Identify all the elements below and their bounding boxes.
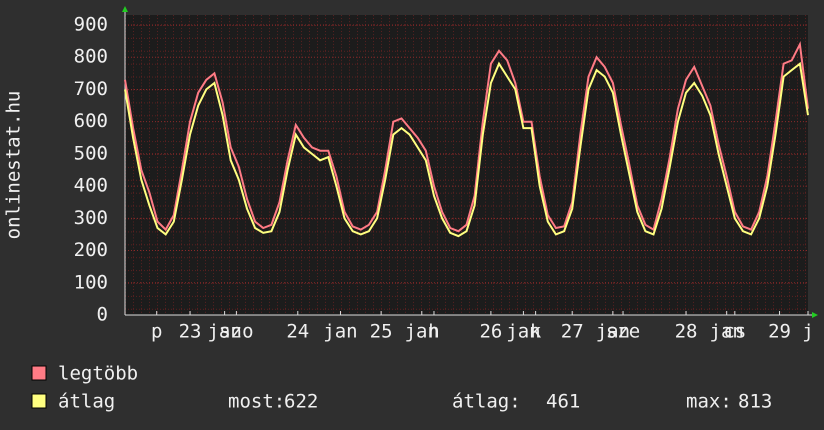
stat-label: átlag:	[452, 391, 521, 413]
x-arrow	[812, 312, 818, 318]
x-tick-label: h	[428, 321, 439, 343]
x-tick-label: 29	[768, 321, 791, 343]
legend-label: legtöbb	[58, 363, 138, 385]
x-tick-label: jan	[596, 321, 630, 343]
minor-grid	[125, 15, 808, 315]
legend-swatch	[31, 365, 47, 381]
x-tick-label: k	[530, 321, 542, 343]
y-tick-label: 900	[74, 14, 108, 36]
x-tick-label: jan	[207, 321, 241, 343]
x-tick-label: 23	[179, 321, 202, 343]
y-tick-label: 400	[74, 175, 108, 197]
stat-value: 622	[284, 391, 318, 413]
y-tick-label: 0	[97, 304, 108, 326]
x-tick-label: 27	[561, 321, 584, 343]
stat-label: most:	[228, 391, 285, 413]
series-line	[124, 40, 809, 233]
x-tick-label: 26	[479, 321, 502, 343]
x-tick-label: jan	[405, 321, 439, 343]
y-tick-label: 100	[74, 271, 108, 293]
y-arrow	[122, 6, 128, 12]
y-tick-label: 700	[74, 78, 108, 100]
y-axis-label: onlinestat.hu	[3, 91, 25, 240]
legend-label: átlag	[58, 391, 115, 413]
y-tick-label: 600	[74, 110, 108, 132]
x-tick-label: sze	[606, 321, 640, 343]
y-tick-label: 800	[74, 46, 108, 68]
y-tick-label: 200	[74, 239, 108, 261]
y-tick-label: 300	[74, 207, 108, 229]
layer	[125, 24, 809, 316]
x-tick-label: jan	[506, 321, 540, 343]
x-tick-label: 24	[286, 321, 309, 343]
x-tick-label: p	[151, 321, 162, 343]
stat-value: 813	[738, 391, 772, 413]
stat-label: max:	[686, 391, 732, 413]
x-tick-label: jan	[710, 321, 744, 343]
series-line	[124, 61, 809, 238]
x-tick-label: j	[802, 321, 813, 343]
x-tick-label: 28	[675, 321, 698, 343]
x-tick-label: cs	[723, 321, 746, 343]
x-tick-label: jan	[323, 321, 357, 343]
y-tick-label: 500	[74, 142, 108, 164]
legend-swatch	[31, 393, 47, 409]
x-tick-label: szo	[219, 321, 253, 343]
x-tick-label: 25	[370, 321, 393, 343]
stat-value: 461	[546, 391, 580, 413]
